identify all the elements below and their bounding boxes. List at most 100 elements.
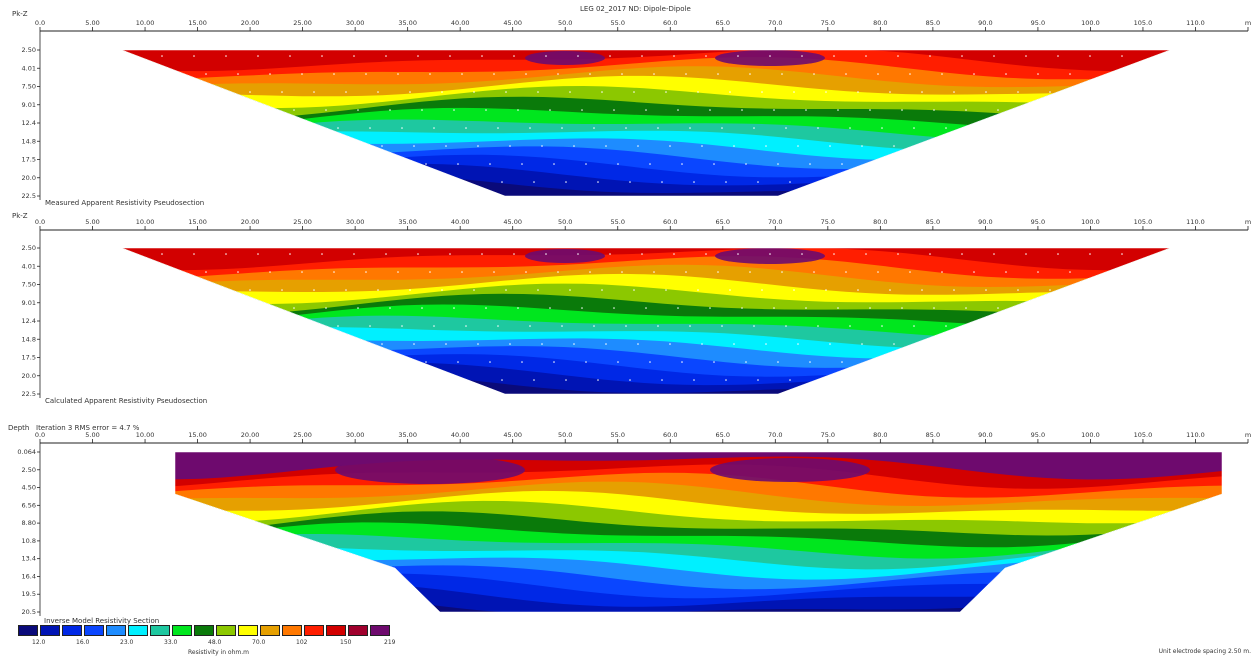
datum-point bbox=[781, 73, 783, 75]
datum-point bbox=[829, 343, 831, 345]
electrode-spacing-note: Unit electrode spacing 2.50 m. bbox=[1158, 648, 1251, 655]
datum-point bbox=[769, 55, 771, 57]
legend-swatch bbox=[348, 625, 368, 636]
datum-point bbox=[561, 127, 563, 129]
axis-unit-measured: Pk-Z bbox=[12, 10, 28, 18]
x-tick-label: 50.0 bbox=[558, 19, 572, 27]
datum-point bbox=[617, 163, 619, 165]
datum-point bbox=[693, 181, 695, 183]
x-tick-label: 95.0 bbox=[1031, 218, 1045, 226]
datum-point bbox=[529, 325, 531, 327]
datum-point bbox=[537, 289, 539, 291]
datum-point bbox=[861, 343, 863, 345]
y-tick-label: 14.8 bbox=[22, 137, 36, 145]
datum-point bbox=[1005, 271, 1007, 273]
datum-point bbox=[893, 145, 895, 147]
x-tick-label: 80.0 bbox=[873, 431, 887, 439]
datum-point bbox=[461, 73, 463, 75]
datum-point bbox=[809, 361, 811, 363]
datum-point bbox=[721, 127, 723, 129]
datum-point bbox=[1049, 289, 1051, 291]
datum-point bbox=[929, 55, 931, 57]
x-tick-label: 55.0 bbox=[610, 218, 624, 226]
datum-point bbox=[673, 55, 675, 57]
x-tick-label: 5.00 bbox=[85, 218, 99, 226]
datum-point bbox=[457, 361, 459, 363]
datum-point bbox=[321, 55, 323, 57]
datum-point bbox=[621, 73, 623, 75]
datum-point bbox=[693, 379, 695, 381]
datum-point bbox=[545, 253, 547, 255]
datum-point bbox=[633, 289, 635, 291]
y-tick-label: 20.0 bbox=[22, 372, 36, 380]
x-tick-label: 80.0 bbox=[873, 19, 887, 27]
datum-point bbox=[913, 127, 915, 129]
datum-point bbox=[465, 325, 467, 327]
y-tick-label: 14.8 bbox=[22, 335, 36, 343]
datum-point bbox=[161, 253, 163, 255]
x-tick-label: 25.00 bbox=[293, 19, 312, 27]
datum-point bbox=[629, 379, 631, 381]
datum-point bbox=[605, 145, 607, 147]
x-tick-label: 65.0 bbox=[716, 19, 730, 27]
datum-point bbox=[401, 325, 403, 327]
datum-point bbox=[841, 361, 843, 363]
datum-point bbox=[669, 145, 671, 147]
datum-point bbox=[525, 73, 527, 75]
datum-point bbox=[561, 325, 563, 327]
datum-point bbox=[509, 145, 511, 147]
datum-point bbox=[973, 271, 975, 273]
x-tick-label: 10.00 bbox=[136, 431, 155, 439]
datum-point bbox=[701, 145, 703, 147]
legend-swatch bbox=[326, 625, 346, 636]
y-tick-label: 2.50 bbox=[22, 466, 36, 474]
datum-point bbox=[997, 109, 999, 111]
datum-point bbox=[337, 127, 339, 129]
datum-point bbox=[813, 271, 815, 273]
datum-point bbox=[589, 73, 591, 75]
datum-point bbox=[845, 73, 847, 75]
datum-point bbox=[569, 91, 571, 93]
x-tick-label: 85.0 bbox=[926, 19, 940, 27]
x-tick-label: 30.00 bbox=[346, 431, 365, 439]
datum-point bbox=[325, 307, 327, 309]
x-tick-label: 50.0 bbox=[558, 218, 572, 226]
datum-point bbox=[417, 55, 419, 57]
datum-point bbox=[953, 91, 955, 93]
datum-point bbox=[289, 55, 291, 57]
x-tick-label: 35.00 bbox=[398, 218, 417, 226]
y-tick-label: 12.4 bbox=[22, 317, 36, 325]
x-tick-label: 15.00 bbox=[188, 19, 207, 27]
datum-point bbox=[1025, 55, 1027, 57]
x-tick-label: 30.00 bbox=[346, 19, 365, 27]
datum-point bbox=[389, 307, 391, 309]
datum-point bbox=[889, 91, 891, 93]
datum-point bbox=[805, 109, 807, 111]
datum-point bbox=[993, 253, 995, 255]
datum-point bbox=[1037, 271, 1039, 273]
datum-point bbox=[281, 289, 283, 291]
datum-point bbox=[613, 109, 615, 111]
datum-point bbox=[533, 379, 535, 381]
datum-point bbox=[809, 163, 811, 165]
legend-title: Inverse Model Resistivity Section bbox=[44, 617, 160, 625]
datum-point bbox=[705, 55, 707, 57]
datum-point bbox=[377, 289, 379, 291]
datum-point bbox=[513, 253, 515, 255]
x-tick-label: 5.00 bbox=[85, 431, 99, 439]
x-tick-label: 45.00 bbox=[503, 19, 522, 27]
datum-point bbox=[385, 253, 387, 255]
x-tick-label: 40.00 bbox=[451, 19, 470, 27]
datum-point bbox=[493, 271, 495, 273]
datum-point bbox=[557, 73, 559, 75]
panel-inverse bbox=[37, 439, 1249, 616]
datum-point bbox=[553, 163, 555, 165]
datum-point bbox=[877, 73, 879, 75]
datum-point bbox=[789, 181, 791, 183]
datum-point bbox=[409, 289, 411, 291]
datum-point bbox=[653, 73, 655, 75]
datum-point bbox=[709, 307, 711, 309]
datum-point bbox=[849, 127, 851, 129]
datum-point bbox=[697, 289, 699, 291]
datum-point bbox=[701, 343, 703, 345]
